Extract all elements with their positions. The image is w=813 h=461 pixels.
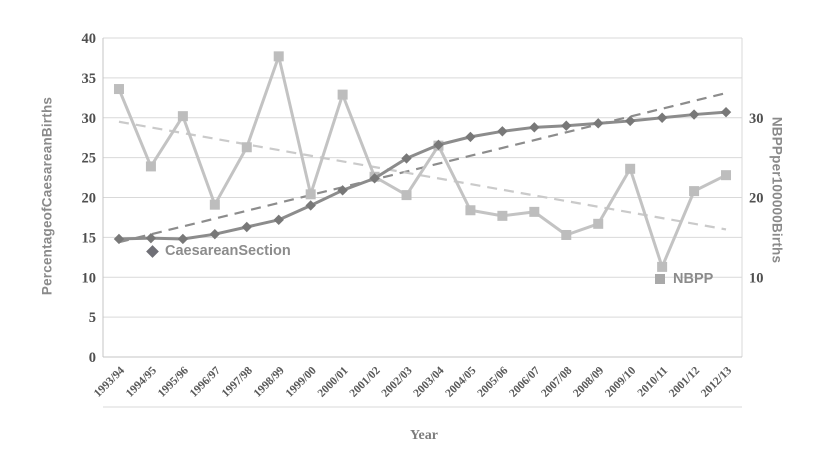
left-axis-title: PercentageofCaesareanBirths bbox=[39, 96, 55, 296]
svg-text:10: 10 bbox=[82, 270, 97, 286]
svg-text:2005/06: 2005/06 bbox=[475, 364, 510, 399]
svg-text:10: 10 bbox=[749, 270, 764, 286]
svg-text:2012/13: 2012/13 bbox=[699, 364, 734, 399]
square-marker-icon bbox=[655, 274, 665, 284]
svg-text:20: 20 bbox=[82, 191, 97, 207]
svg-text:2000/01: 2000/01 bbox=[316, 364, 351, 399]
svg-text:2008/09: 2008/09 bbox=[571, 364, 606, 399]
svg-text:1997/98: 1997/98 bbox=[220, 364, 255, 399]
legend-caesarean-label: CaesareanSection bbox=[165, 243, 291, 259]
svg-text:2007/08: 2007/08 bbox=[539, 364, 574, 399]
svg-text:1998/99: 1998/99 bbox=[252, 364, 287, 399]
svg-text:1996/97: 1996/97 bbox=[188, 364, 223, 399]
svg-text:40: 40 bbox=[82, 31, 97, 47]
svg-text:2001/02: 2001/02 bbox=[348, 364, 383, 399]
svg-text:2003/04: 2003/04 bbox=[411, 364, 446, 399]
svg-text:2004/05: 2004/05 bbox=[443, 364, 478, 399]
svg-text:2006/07: 2006/07 bbox=[507, 364, 542, 399]
right-axis-title: NBPPper100000Births bbox=[769, 116, 785, 264]
svg-text:25: 25 bbox=[82, 151, 97, 167]
svg-text:2002/03: 2002/03 bbox=[380, 364, 415, 399]
svg-text:1995/96: 1995/96 bbox=[156, 364, 191, 399]
svg-text:2001/12: 2001/12 bbox=[667, 364, 702, 399]
svg-text:30: 30 bbox=[749, 111, 764, 127]
svg-text:1999/00: 1999/00 bbox=[284, 364, 319, 399]
svg-text:5: 5 bbox=[89, 310, 96, 326]
svg-text:35: 35 bbox=[82, 71, 97, 87]
diamond-marker-icon bbox=[146, 244, 159, 258]
svg-text:15: 15 bbox=[82, 230, 97, 246]
svg-text:1993/94: 1993/94 bbox=[92, 364, 127, 399]
svg-text:1994/95: 1994/95 bbox=[124, 364, 159, 399]
legend-caesarean-section: CaesareanSection bbox=[146, 243, 291, 259]
svg-text:2010/11: 2010/11 bbox=[636, 364, 671, 399]
svg-text:30: 30 bbox=[82, 111, 97, 127]
legend-nbpp: NBPP bbox=[655, 271, 713, 287]
legend-nbpp-label: NBPP bbox=[673, 271, 714, 287]
svg-text:2009/10: 2009/10 bbox=[603, 364, 638, 399]
svg-text:20: 20 bbox=[749, 191, 764, 207]
x-axis-title: Year bbox=[410, 428, 438, 443]
svg-text:0: 0 bbox=[89, 350, 96, 366]
